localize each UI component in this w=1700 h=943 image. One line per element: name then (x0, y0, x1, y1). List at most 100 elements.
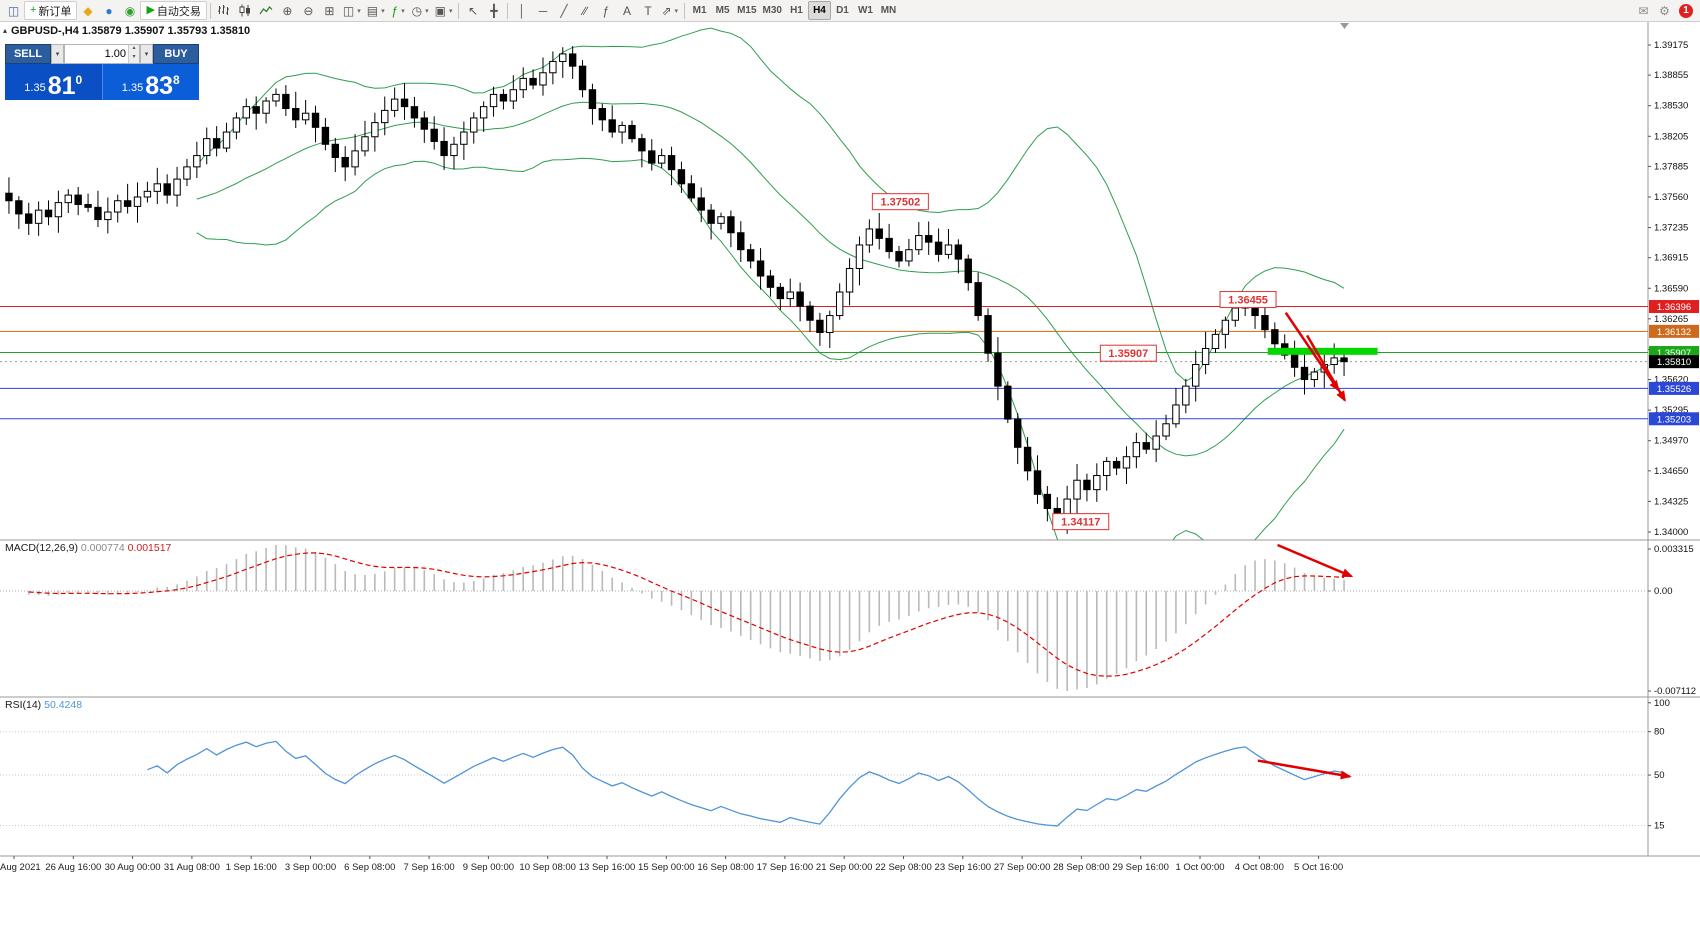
svg-text:1.36590: 1.36590 (1654, 283, 1688, 294)
sell-price-display[interactable]: 1.35 81 0 (5, 64, 103, 100)
line-chart-type-button[interactable] (256, 1, 277, 20)
svg-text:1.37502: 1.37502 (880, 197, 920, 209)
channel-tool-button[interactable]: ∕∕ (574, 1, 595, 20)
sell-options-caret[interactable]: ▾ (51, 44, 64, 64)
indicators-caret[interactable]: ▾ (401, 7, 405, 15)
svg-text:1.35203: 1.35203 (1657, 414, 1691, 425)
volume-input[interactable] (65, 45, 128, 63)
community-chat-button[interactable]: ✉ (1633, 1, 1654, 20)
tf-m30-button[interactable]: M30 (760, 1, 785, 20)
periods-icon: ◷ (411, 3, 423, 18)
rsi-name: RSI(14) (5, 699, 42, 711)
new-chart-button[interactable]: ◫ ▾ (340, 1, 364, 20)
chart-shift-marker[interactable] (1340, 23, 1349, 29)
cursor-tool-button[interactable]: ↖ (462, 1, 483, 20)
zoom-out-button[interactable]: ⊖ (298, 1, 319, 20)
svg-text:1.37235: 1.37235 (1654, 223, 1688, 234)
svg-text:29 Sep 16:00: 29 Sep 16:00 (1112, 862, 1169, 873)
price-callout-1.34117[interactable]: 1.34117 (1052, 513, 1110, 531)
svg-text:1.36265: 1.36265 (1654, 314, 1688, 325)
one-click-trading-panel: SELL ▾ ▴ ▾ ▾ BUY 1.35 81 0 1.35 83 8 (5, 44, 199, 100)
price-callout-1.36455[interactable]: 1.36455 (1219, 291, 1277, 309)
svg-text:1.35526: 1.35526 (1657, 384, 1691, 395)
price-axis[interactable]: 1.39175 1.38855 1.38530 1.38205 1.37885 1.375… (1648, 40, 1688, 538)
trend-arrow-2[interactable] (1305, 334, 1346, 402)
rsi-value: 50.4248 (44, 699, 83, 711)
trendline-tool-button[interactable]: ╱ (553, 1, 574, 20)
arrows-tool-button[interactable]: ⇗ ▾ (658, 1, 681, 20)
svg-text:13 Sep 16:00: 13 Sep 16:00 (579, 862, 636, 873)
tf-m15-button[interactable]: M15 (734, 1, 759, 20)
buy-button[interactable]: BUY (153, 44, 199, 64)
new-chart-icon: ◫ (342, 3, 355, 18)
autotrade-button[interactable]: ▶ 自动交易 (140, 1, 207, 20)
macd-arrow[interactable] (1277, 543, 1354, 578)
rsi-axis-label: 80 (1654, 727, 1665, 738)
indicators-button[interactable]: ƒ ▾ (388, 1, 409, 20)
candles-layer[interactable] (5, 46, 1348, 534)
crosshair-tool-icon: ╋ (490, 3, 498, 18)
bollinger-upper-line (196, 27, 1345, 382)
svg-text:1.37560: 1.37560 (1654, 192, 1688, 203)
templates-icon: ▣ (434, 3, 446, 18)
tf-w1-button[interactable]: W1 (854, 1, 877, 20)
price-callout-1.37502[interactable]: 1.37502 (871, 193, 929, 211)
buy-price-display[interactable]: 1.35 83 8 (102, 64, 199, 100)
crosshair-tool-button[interactable]: ╋ (483, 1, 504, 20)
data-window-button[interactable]: ◉ (119, 1, 140, 20)
mql-community-button[interactable]: ◆ (77, 1, 98, 20)
templates-caret[interactable]: ▾ (448, 7, 453, 15)
toolbar-separator (209, 2, 211, 19)
rsi-arrow[interactable] (1257, 759, 1352, 780)
profiles-caret[interactable]: ▾ (381, 7, 385, 15)
zoom-in-button[interactable]: ⊕ (277, 1, 298, 20)
price-callout-1.35907[interactable]: 1.35907 (1099, 344, 1157, 362)
text-tool-icon: A (622, 3, 631, 18)
buy-options-caret[interactable]: ▾ (140, 44, 153, 64)
fibonacci-tool-button[interactable]: ƒ (595, 1, 616, 20)
toolbar-separator (458, 2, 460, 19)
tf-h4-label: H4 (813, 5, 826, 16)
label-tool-button[interactable]: T (637, 1, 658, 20)
profiles-button[interactable]: ▤ ▾ (364, 1, 388, 20)
candle-chart-type-button[interactable] (235, 1, 256, 20)
settings-icon: ⚙ (1659, 3, 1670, 18)
arrows-tool-caret[interactable]: ▾ (674, 7, 679, 15)
sell-button[interactable]: SELL (5, 44, 51, 64)
svg-text:16 Sep 08:00: 16 Sep 08:00 (697, 862, 754, 873)
collapse-chart-icon[interactable]: ▴ (3, 26, 8, 35)
tf-d1-button[interactable]: D1 (831, 1, 854, 20)
tf-h1-button[interactable]: H1 (785, 1, 808, 20)
svg-text:9 Sep 00:00: 9 Sep 00:00 (463, 862, 514, 873)
tile-windows-button[interactable]: ⊞ (319, 1, 340, 20)
tf-m1-button[interactable]: M1 (688, 1, 711, 20)
chart-window-button[interactable]: ◫ (3, 1, 24, 20)
macd-name: MACD(12,26,9) (5, 542, 78, 554)
notification-badge[interactable]: 1 (1679, 3, 1693, 18)
svg-text:3 Sep 00:00: 3 Sep 00:00 (285, 862, 336, 873)
tf-h4-button[interactable]: H4 (807, 1, 831, 20)
tf-m5-button[interactable]: M5 (711, 1, 734, 20)
settings-button[interactable]: ⚙ (1654, 1, 1675, 20)
templates-button[interactable]: ▣ ▾ (432, 1, 456, 20)
new-order-button[interactable]: + 新订单 (24, 1, 78, 20)
green-highlight-bar[interactable] (1267, 347, 1378, 355)
svg-text:1.38205: 1.38205 (1654, 131, 1688, 142)
periods-button[interactable]: ◷ ▾ (409, 1, 432, 20)
vertical-line-tool-button[interactable]: │ (511, 1, 532, 20)
volume-up-icon[interactable]: ▴ (129, 45, 139, 54)
new-chart-caret[interactable]: ▾ (357, 7, 361, 15)
price-tag-1.36396: 1.36396 (1649, 300, 1699, 314)
text-tool-button[interactable]: A (616, 1, 637, 20)
svg-text:23 Sep 16:00: 23 Sep 16:00 (935, 862, 992, 873)
tf-mn-button[interactable]: MN (877, 1, 900, 20)
periods-caret[interactable]: ▾ (425, 7, 429, 15)
volume-down-icon[interactable]: ▾ (129, 54, 139, 63)
bar-chart-type-button[interactable] (214, 1, 235, 20)
market-watch-button[interactable]: ● (98, 1, 119, 20)
horizontal-line-tool-button[interactable]: ─ (532, 1, 553, 20)
sell-price-big: 81 (47, 72, 76, 100)
trend-arrow-1[interactable] (1284, 312, 1340, 392)
